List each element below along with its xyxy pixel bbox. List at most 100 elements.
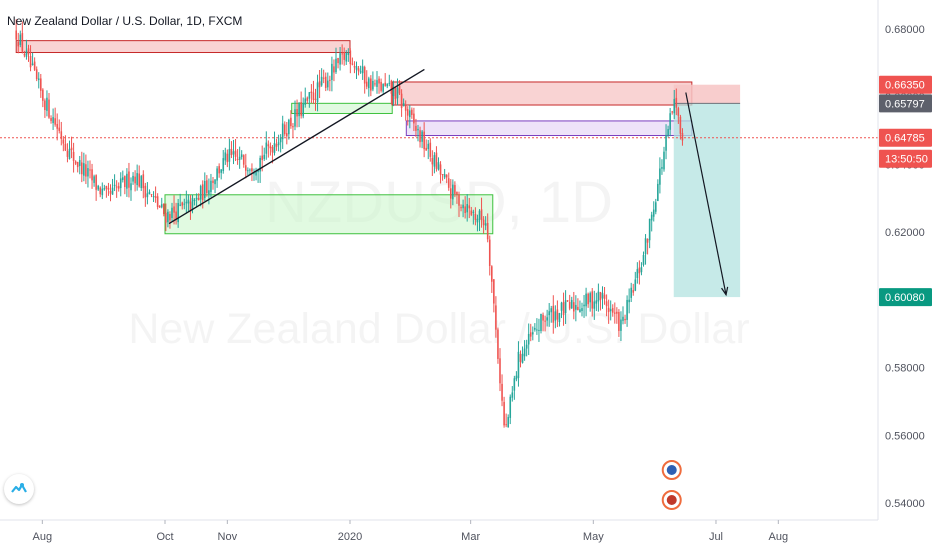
candle-body	[296, 109, 298, 117]
candle-body	[493, 279, 495, 304]
candle-body	[599, 292, 602, 300]
candle-body	[199, 186, 202, 200]
candle-body	[124, 176, 126, 188]
price-tag-label: 0.66350	[885, 80, 925, 92]
candle-body	[218, 166, 220, 174]
candle-body	[17, 41, 20, 47]
candle-body	[312, 92, 315, 100]
support-zone[interactable]	[164, 194, 494, 235]
candle-body	[351, 63, 354, 65]
x-tick-label: Oct	[156, 531, 173, 543]
price-tag-entry	[879, 94, 932, 113]
support-zone[interactable]	[291, 102, 393, 114]
candle-body	[290, 117, 292, 127]
candle-body	[669, 113, 671, 130]
candle-body	[107, 187, 110, 190]
candle-body	[458, 194, 460, 206]
candle-body	[466, 203, 468, 213]
candle-body	[419, 130, 421, 143]
candle-body	[558, 313, 561, 323]
candle-body	[189, 201, 192, 212]
candle-body	[103, 188, 106, 190]
x-tick-label: 2020	[338, 531, 362, 543]
y-tick-label: 0.58000	[885, 363, 925, 375]
candle-body	[42, 89, 44, 101]
candle-body	[158, 205, 161, 208]
candle-body	[433, 155, 436, 167]
candle-body	[238, 156, 241, 160]
candle-body	[76, 162, 79, 168]
projection-arrow[interactable]	[685, 92, 727, 295]
candle-body	[126, 173, 128, 189]
candle-body	[271, 147, 274, 153]
candle-body	[681, 133, 684, 141]
purple-zone[interactable]	[405, 120, 693, 137]
resistance-zone[interactable]	[391, 81, 693, 106]
time-axis[interactable]	[0, 520, 932, 550]
candle-body	[331, 63, 333, 80]
tradingview-logo-icon[interactable]	[4, 474, 34, 504]
candle-body	[347, 52, 350, 55]
candle-body	[367, 78, 370, 89]
candle-body	[206, 180, 208, 194]
candle-body	[304, 98, 307, 105]
candle-body	[224, 152, 227, 161]
candle-body	[497, 329, 499, 359]
candle-body	[179, 204, 181, 206]
candle-body	[326, 80, 329, 88]
candle-body	[310, 91, 313, 93]
trendline[interactable]	[168, 68, 425, 225]
candle-body	[380, 81, 382, 91]
candle-body	[234, 150, 237, 157]
candle-body	[439, 164, 442, 175]
candle-body	[441, 174, 444, 176]
candle-body	[620, 319, 622, 331]
candle-body	[437, 162, 440, 170]
candle-body	[447, 178, 450, 188]
candle-body	[517, 351, 520, 378]
candle-body	[64, 143, 67, 151]
candle-body	[60, 131, 63, 139]
candle-body	[144, 185, 147, 198]
candle-body	[119, 178, 122, 189]
candle-body	[642, 254, 645, 265]
candle-body	[261, 155, 263, 160]
candle-body	[509, 396, 512, 418]
candle-body	[52, 117, 54, 124]
candle-body	[181, 202, 184, 206]
candle-body	[609, 309, 612, 312]
candle-body	[607, 307, 610, 313]
candle-body	[605, 301, 608, 307]
candle-body	[343, 52, 345, 60]
short-position-stop-zone[interactable]	[673, 84, 741, 104]
candle-body	[460, 207, 462, 209]
candle-body	[316, 82, 319, 103]
candle-body	[384, 82, 386, 86]
candle-body	[214, 179, 216, 185]
candle-body	[263, 154, 266, 159]
candle-body	[175, 211, 177, 220]
candle-body	[339, 53, 341, 65]
candle-body	[121, 177, 124, 181]
candle-body	[548, 311, 550, 316]
candle-body	[611, 308, 614, 313]
candle-body	[68, 148, 71, 160]
candle-body	[19, 34, 22, 45]
price-tag-label: 0.64785	[885, 133, 925, 145]
candle-body	[197, 198, 200, 200]
candle-body	[513, 378, 516, 391]
candle-body	[300, 102, 302, 116]
candle-body	[452, 184, 454, 200]
candle-body	[242, 155, 245, 165]
candle-body	[193, 200, 196, 202]
candle-body	[37, 78, 40, 81]
candle-body	[247, 170, 249, 172]
candle-body	[675, 97, 678, 108]
candle-body	[486, 222, 489, 240]
resistance-zone[interactable]	[15, 40, 351, 54]
candle-body	[210, 180, 212, 193]
candle-body	[58, 127, 61, 131]
candle-body	[220, 169, 222, 173]
